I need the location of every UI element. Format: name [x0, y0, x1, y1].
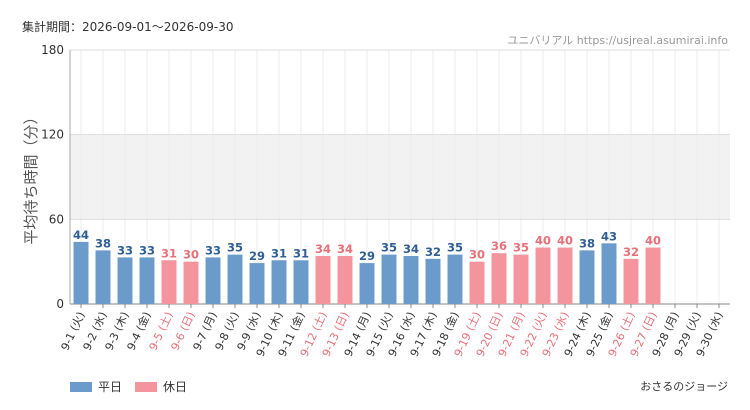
bar-value-label: 33	[117, 243, 133, 257]
bar-value-label: 32	[425, 245, 441, 259]
legend-weekday: 平日	[70, 378, 122, 395]
bar-value-label: 33	[139, 243, 155, 257]
bar-value-label: 34	[315, 242, 331, 256]
bar-value-label: 34	[403, 242, 419, 256]
bar	[117, 257, 133, 304]
bar	[73, 241, 89, 304]
bar-value-label: 43	[601, 229, 617, 243]
bar-value-label: 32	[623, 245, 639, 259]
bar	[337, 256, 353, 304]
bar-value-label: 31	[161, 246, 177, 260]
bar	[183, 261, 199, 304]
bar-value-label: 30	[183, 248, 199, 262]
bar	[601, 243, 617, 304]
y-tick-label: 120	[41, 128, 64, 142]
bar	[205, 257, 221, 304]
bar	[491, 253, 507, 304]
bar-value-label: 31	[271, 246, 287, 260]
bar-value-label: 35	[513, 241, 529, 255]
bar	[623, 258, 639, 304]
bar	[535, 247, 551, 304]
bar	[469, 261, 485, 304]
source-label: ユニバリアル https://usjreal.asumirai.info	[507, 34, 728, 47]
y-tick-label: 60	[49, 212, 64, 226]
y-tick-label: 0	[56, 297, 64, 311]
y-axis-label: 平均待ち時間（分）	[22, 109, 40, 244]
bar	[249, 263, 265, 304]
bar	[579, 250, 595, 304]
bar	[271, 260, 287, 304]
bar-value-label: 38	[95, 236, 111, 250]
period-label: 集計期間：2026-09-01～2026-09-30	[22, 20, 234, 34]
bar-value-label: 40	[557, 234, 573, 248]
bar	[161, 260, 177, 304]
bar	[447, 254, 463, 304]
bar	[645, 247, 661, 304]
legend-holiday: 休日	[135, 378, 187, 395]
bar	[557, 247, 573, 304]
bar	[359, 263, 375, 304]
bar	[139, 257, 155, 304]
bar-value-label: 35	[447, 241, 463, 255]
bar-value-label: 40	[535, 234, 551, 248]
credit-label: おさるのジョージ	[640, 380, 728, 393]
bar-value-label: 36	[491, 239, 507, 253]
bar-value-label: 29	[359, 249, 375, 263]
bar-value-label: 29	[249, 249, 265, 263]
bar	[227, 254, 243, 304]
bar-value-label: 33	[205, 243, 221, 257]
bar	[425, 258, 441, 304]
legend-holiday-swatch	[135, 381, 157, 392]
bar-value-label: 40	[645, 234, 661, 248]
legend-holiday-label: 休日	[163, 380, 188, 394]
bar-value-label: 44	[73, 228, 89, 242]
bar-value-label: 38	[579, 236, 595, 250]
legend-weekday-label: 平日	[98, 380, 123, 394]
bar	[403, 256, 419, 304]
legend-weekday-swatch	[70, 381, 92, 392]
y-tick-label: 180	[41, 43, 64, 57]
bar	[95, 250, 111, 304]
bar-value-label: 31	[293, 246, 309, 260]
shaded-band	[70, 134, 730, 220]
bar-value-label: 35	[381, 241, 397, 255]
bar-value-label: 34	[337, 242, 353, 256]
bar-value-label: 35	[227, 241, 243, 255]
bar	[381, 254, 397, 304]
bar	[513, 254, 529, 304]
bar	[315, 256, 331, 304]
bar	[293, 260, 309, 304]
bar-value-label: 30	[469, 248, 485, 262]
